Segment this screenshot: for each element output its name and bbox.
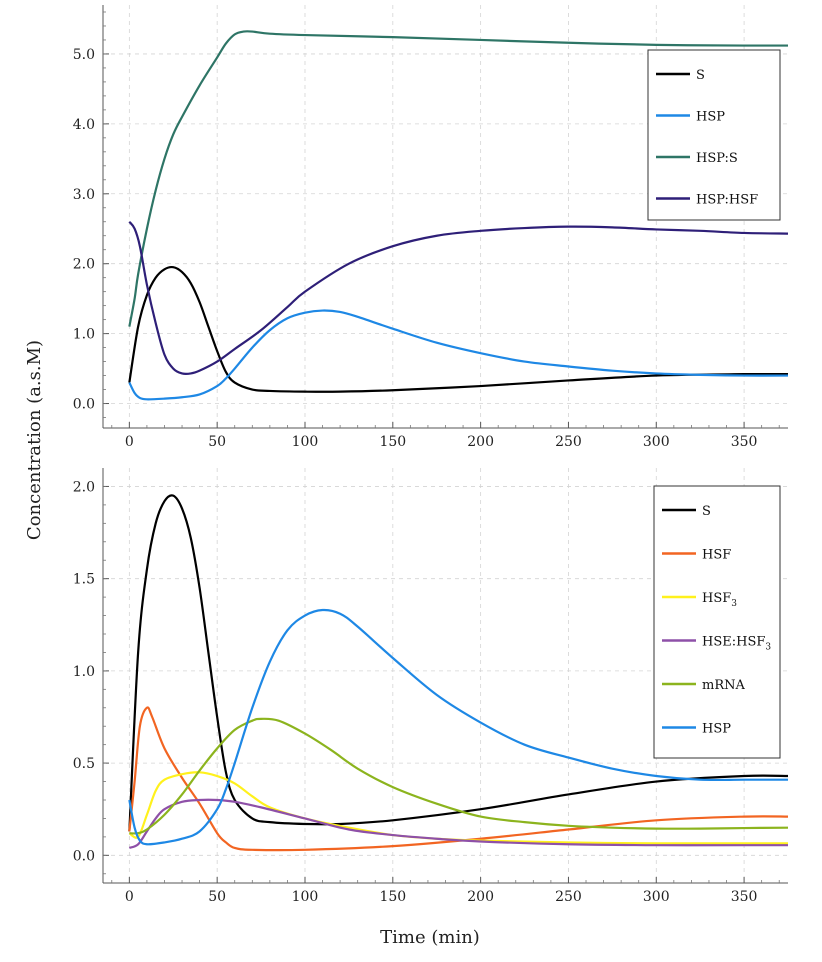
x-tick-label: 0 (125, 434, 134, 450)
y-tick-label: 0.0 (73, 848, 95, 864)
x-tick-label: 250 (555, 889, 582, 905)
legend-label: HSP (702, 722, 731, 737)
legend: S HSF HSF3 HSE:HSF3 mRNA HSP (653, 485, 781, 759)
legend: S HSP HSP:S HSP:HSF (647, 49, 781, 221)
series-line-hsf3 (128, 771, 788, 845)
top-panel-chart: 0 50 100 150 200 250 300 350 0.0 1.0 2.0 3.0 4.0 5.0 S… (73, 5, 788, 450)
legend-label: HSP (696, 110, 725, 125)
y-tick-label: 1.0 (73, 664, 95, 680)
y-axis-title: Concentration (a.s.M) (24, 340, 45, 540)
y-tick-label: 3.0 (73, 187, 95, 203)
y-tick-label: 2.0 (73, 479, 95, 495)
series-line-s (128, 265, 788, 393)
legend-box (647, 49, 781, 221)
series-lines (128, 30, 788, 401)
series-line-hsf (128, 706, 788, 852)
y-tick-label: 1.5 (73, 572, 95, 588)
series-line-hsp-hsf (128, 221, 788, 376)
legend-label: HSP:HSF (696, 193, 758, 208)
series-line-mrna (129, 717, 788, 835)
legend-label: mRNA (702, 678, 745, 693)
x-tick-label: 0 (125, 889, 134, 905)
x-tick-label: 200 (467, 434, 494, 450)
legend-label: S (702, 504, 711, 519)
x-tick-label: 300 (643, 889, 670, 905)
series-line-s (128, 494, 788, 832)
legend-label: S (696, 68, 705, 83)
y-tick-label: 2.0 (73, 257, 95, 273)
x-tick-label: 100 (292, 434, 319, 450)
series-line-hsp (128, 309, 788, 401)
bottom-panel-chart: 0 50 100 150 200 250 300 350 0.0 0.5 1.0 1.5 2.0 S HSF… (73, 468, 788, 905)
x-tick-label: 100 (292, 889, 319, 905)
x-tick-label: 150 (379, 434, 406, 450)
x-tick-label: 200 (467, 889, 494, 905)
x-tick-label: 50 (208, 434, 226, 450)
y-tick-label: 0.5 (73, 756, 95, 772)
series-line-hsp (128, 608, 788, 846)
legend-label: HSP:S (696, 151, 738, 166)
legend-label: HSF3 (702, 591, 737, 609)
series-lines (128, 494, 788, 852)
x-axis-title: Time (min) (380, 927, 480, 948)
x-tick-label: 50 (208, 889, 226, 905)
legend-label: HSE:HSF3 (702, 635, 771, 653)
legend-label: HSF (702, 548, 731, 563)
y-tick-label: 5.0 (73, 47, 95, 63)
series-line-hsp-s (128, 30, 788, 327)
y-tick-label: 1.0 (73, 327, 95, 343)
y-tick-label: 0.0 (73, 397, 95, 413)
legend-box (653, 485, 781, 759)
series-line-hse-hsf3 (128, 798, 788, 850)
x-tick-label: 150 (379, 889, 406, 905)
x-tick-label: 250 (555, 434, 582, 450)
x-tick-label: 350 (731, 889, 758, 905)
x-tick-label: 350 (731, 434, 758, 450)
x-tick-label: 300 (643, 434, 670, 450)
y-tick-label: 4.0 (73, 117, 95, 133)
